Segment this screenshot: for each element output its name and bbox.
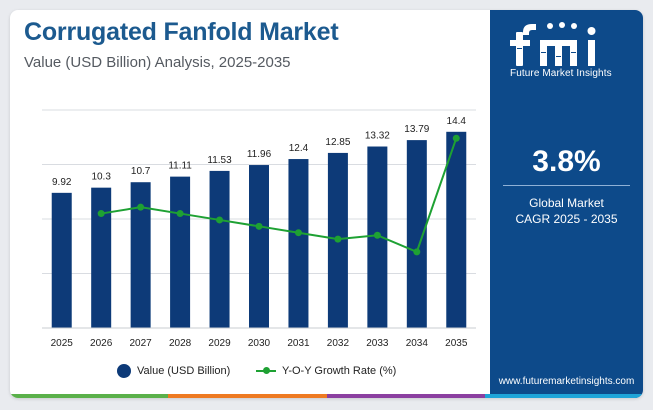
legend-item-value: Value (USD Billion) (117, 364, 230, 378)
bar-value-label: 10.7 (131, 166, 151, 177)
legend-bar-swatch (117, 364, 131, 378)
growth-point (373, 231, 381, 239)
growth-point (413, 248, 421, 256)
x-tick-label: 2034 (406, 338, 429, 349)
bar-value-label: 12.85 (325, 137, 350, 148)
growth-point (97, 210, 105, 218)
growth-point (334, 235, 342, 243)
cagr-label-line1: Global Market (529, 196, 604, 210)
x-tick-label: 2032 (327, 338, 350, 349)
cagr-divider (503, 185, 630, 186)
x-tick-label: 2033 (366, 338, 389, 349)
chart-card: Corrugated Fanfold Market Value (USD Bil… (10, 10, 643, 398)
growth-point (255, 222, 263, 230)
growth-point (294, 229, 302, 237)
legend-item-growth: Y-O-Y Growth Rate (%) (256, 364, 396, 378)
x-tick-label: 2025 (51, 338, 74, 349)
chart-legend: Value (USD Billion) Y-O-Y Growth Rate (%… (10, 364, 490, 384)
strip-green (10, 394, 169, 398)
cagr-value: 3.8% (532, 145, 601, 178)
bar-line-chart: 9.92 2025 10.3 2026 10.7 2027 11.11 2028 11.53 20… (42, 109, 476, 349)
cagr-label: Global Market CAGR 2025 - 2035 (490, 195, 643, 227)
bar-2031 (288, 159, 309, 328)
strip-blue (484, 394, 643, 398)
bar-value-label: 12.4 (289, 143, 309, 154)
x-tick-label: 2026 (90, 338, 113, 349)
x-tick-label: 2027 (130, 338, 153, 349)
bar-value-label: 14.4 (447, 116, 467, 127)
bar-2029 (209, 170, 230, 328)
growth-point (137, 203, 145, 211)
bar-2026 (91, 187, 112, 328)
x-tick-label: 2031 (287, 338, 310, 349)
bar-value-label: 11.96 (247, 149, 272, 160)
brand-name: Future Market Insights (510, 68, 612, 79)
bar-value-label: 9.92 (52, 177, 72, 188)
bar-2030 (249, 165, 269, 328)
page-subtitle: Value (USD Billion) Analysis, 2025-2035 (24, 54, 291, 71)
fmi-logo (510, 18, 625, 80)
growth-point (452, 134, 460, 142)
bar-value-label: 11.53 (207, 155, 232, 166)
x-tick-label: 2030 (248, 338, 271, 349)
bar-2025 (51, 192, 72, 328)
bar-value-label: 11.11 (168, 161, 192, 172)
legend-line-label: Y-O-Y Growth Rate (%) (282, 365, 397, 377)
x-tick-label: 2028 (169, 338, 192, 349)
cagr-label-line2: CAGR 2025 - 2035 (515, 212, 618, 226)
brand-panel: Future Market Insights 3.8% Global Marke… (490, 10, 643, 398)
x-tick-label: 2029 (208, 338, 231, 349)
bar-2034 (406, 140, 427, 328)
legend-line-swatch (256, 364, 276, 378)
growth-point (216, 216, 224, 224)
bar-2027 (130, 182, 151, 328)
legend-bar-label: Value (USD Billion) (137, 365, 231, 377)
growth-line (101, 137, 458, 254)
growth-point (176, 210, 184, 218)
website-link[interactable]: www.futuremarketinsights.com (498, 376, 635, 387)
bar-value-label: 13.79 (404, 124, 429, 135)
page-title: Corrugated Fanfold Market (24, 18, 339, 46)
bar-2028 (170, 176, 191, 328)
bar-value-label: 10.3 (91, 172, 111, 183)
bar-2035 (446, 131, 467, 328)
x-tick-label: 2035 (445, 338, 468, 349)
strip-orange (168, 394, 327, 398)
bottom-color-strip (10, 394, 643, 398)
strip-purple (326, 394, 485, 398)
bar-value-label: 13.32 (365, 131, 390, 142)
